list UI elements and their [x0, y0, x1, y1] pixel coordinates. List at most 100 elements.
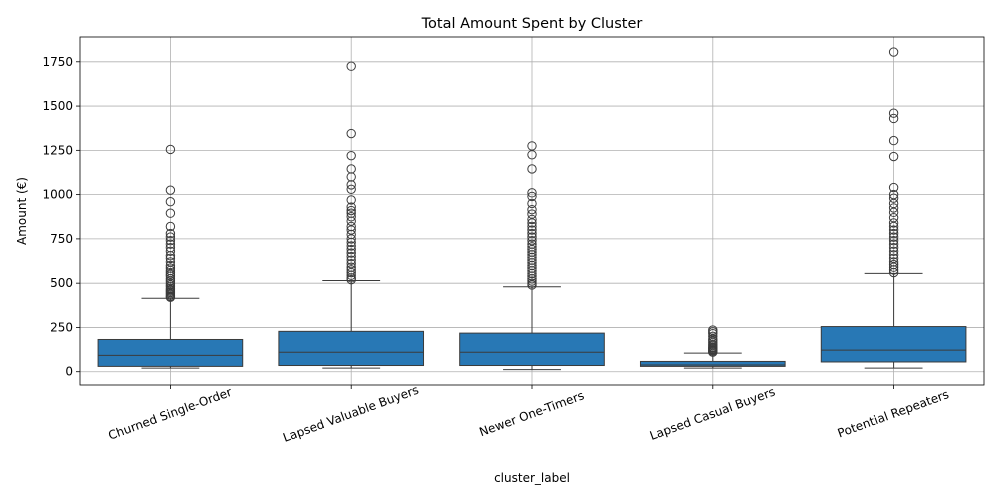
outlier-point [346, 241, 356, 251]
iqr-box [639, 360, 786, 367]
outlier-point [888, 108, 899, 118]
outlier-point [346, 248, 356, 258]
outlier-point [346, 128, 356, 139]
outlier-point [527, 235, 537, 246]
y-tick-label: 1250 [42, 143, 73, 157]
outlier-point [888, 257, 899, 267]
outlier-point [888, 113, 899, 124]
outlier-point [888, 250, 899, 260]
x-tick-label: Potential Repeaters [836, 387, 951, 440]
outlier-point [346, 255, 356, 265]
outlier-point [888, 47, 899, 57]
x-tick-label: Newer One-Timers [477, 388, 586, 439]
outlier-point [888, 212, 899, 223]
outlier-point [165, 246, 176, 256]
outlier-point [527, 141, 537, 151]
iqr-box [278, 330, 425, 367]
y-tick-label: 1000 [42, 188, 73, 202]
outlier-point [888, 243, 899, 253]
outlier-point [165, 239, 176, 249]
outlier-point [165, 267, 176, 278]
outlier-point [527, 278, 537, 288]
outlier-point [165, 235, 176, 246]
outlier-point [527, 242, 537, 252]
outlier-point [888, 232, 899, 242]
outlier-point [165, 263, 176, 273]
outlier-point [888, 253, 899, 264]
outlier-point [165, 232, 176, 242]
outlier-point [888, 228, 899, 239]
outlier-point [346, 195, 356, 205]
iqr-box [820, 326, 967, 363]
y-tick-label: 500 [50, 276, 73, 290]
outlier-point [527, 209, 537, 219]
x-tick-label: Lapsed Valuable Buyers [281, 383, 420, 445]
outlier-point [165, 228, 176, 239]
x-tick-label: Lapsed Casual Buyers [648, 385, 777, 443]
box-group [97, 144, 244, 369]
outlier-point [165, 257, 176, 267]
y-tick-label: 1500 [42, 99, 73, 113]
outlier-point [165, 197, 176, 207]
outlier-point [708, 325, 718, 335]
outlier-point [165, 221, 176, 232]
outlier-point [346, 251, 356, 262]
outlier-point [888, 246, 899, 256]
outlier-point [888, 182, 899, 193]
outlier-point [527, 198, 537, 209]
outlier-point [527, 188, 537, 198]
outlier-point [346, 208, 356, 218]
outlier-point [888, 235, 899, 246]
y-axis-label: Amount (€) [15, 177, 29, 245]
outlier-point [346, 258, 356, 269]
outlier-point [165, 185, 176, 195]
outlier-point [888, 193, 899, 203]
box-group [820, 47, 967, 369]
outlier-point [888, 135, 899, 146]
outlier-point [888, 203, 899, 213]
iqr-box [459, 332, 605, 367]
outlier-point [346, 184, 356, 195]
outlier-point [165, 243, 176, 253]
outlier-point [346, 221, 356, 232]
y-tick-label: 1750 [42, 55, 73, 69]
outlier-point [165, 208, 176, 218]
outlier-point [527, 232, 537, 242]
iqr-box [97, 338, 244, 367]
box-group [639, 325, 786, 369]
y-tick-label: 250 [50, 320, 73, 334]
outlier-point [527, 204, 537, 215]
outlier-point [346, 244, 356, 255]
outlier-point [888, 225, 899, 235]
outlier-point [346, 205, 356, 216]
box-group [278, 61, 425, 369]
y-tick-label: 750 [50, 232, 73, 246]
outlier-point [165, 144, 176, 155]
outlier-point [346, 164, 356, 174]
axes-layer: 0 250 500 750 1000 1250 1500 1750 Churned Single… [42, 55, 950, 445]
outlier-point [888, 189, 899, 200]
boxes-layer [97, 47, 967, 371]
outlier-point [888, 259, 899, 270]
outlier-point [346, 202, 356, 212]
outlier-point [165, 253, 176, 264]
chart-title: Total Amount Spent by Cluster [421, 16, 643, 32]
box-group [459, 141, 605, 371]
x-axis-label: cluster_label [494, 471, 570, 485]
outlier-point [165, 260, 176, 271]
outlier-point [527, 225, 537, 235]
y-tick-label: 0 [65, 365, 73, 379]
outlier-point [527, 276, 537, 286]
outlier-point [888, 151, 899, 162]
outlier-point [708, 331, 718, 341]
outlier-point [346, 265, 356, 275]
outlier-point [527, 214, 537, 225]
outlier-point [346, 150, 356, 161]
outlier-point [888, 239, 899, 249]
outlier-point [888, 218, 899, 228]
outlier-point [527, 164, 537, 174]
outlier-point [527, 221, 537, 232]
outlier-point [527, 239, 537, 249]
